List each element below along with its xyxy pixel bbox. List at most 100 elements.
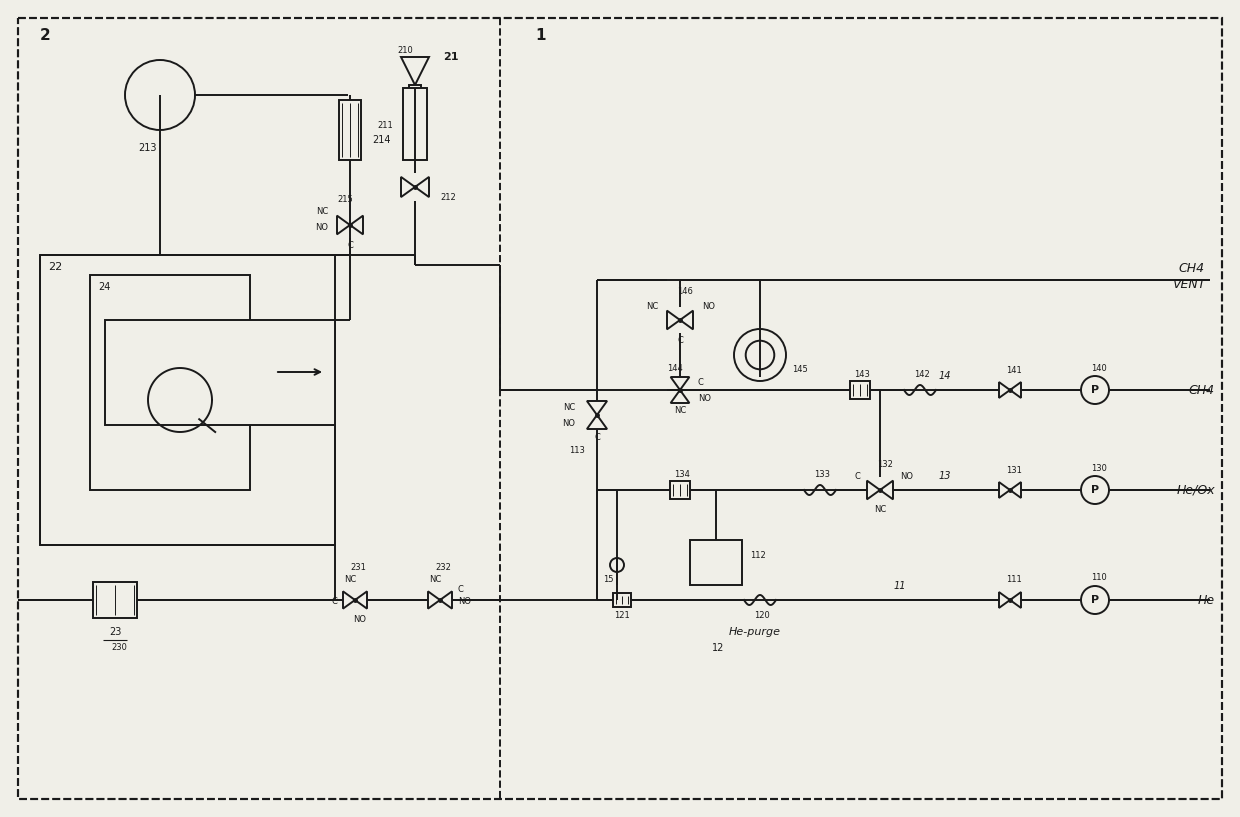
Text: 145: 145 <box>792 364 807 373</box>
Text: He: He <box>1198 593 1215 606</box>
Polygon shape <box>343 592 355 609</box>
Text: 143: 143 <box>854 369 870 378</box>
Text: 133: 133 <box>813 470 830 479</box>
Text: C: C <box>347 240 353 249</box>
Polygon shape <box>428 592 440 609</box>
Polygon shape <box>587 415 608 429</box>
Polygon shape <box>440 592 453 609</box>
Text: 121: 121 <box>614 611 630 620</box>
Text: 212: 212 <box>440 193 456 202</box>
Text: P: P <box>1091 595 1099 605</box>
Text: NO: NO <box>698 394 711 403</box>
Circle shape <box>125 60 195 130</box>
Circle shape <box>734 329 786 381</box>
Polygon shape <box>1011 482 1021 498</box>
Text: CH4: CH4 <box>1179 261 1205 275</box>
Polygon shape <box>415 177 429 197</box>
Text: 15: 15 <box>603 574 614 583</box>
Text: 132: 132 <box>877 459 893 468</box>
Bar <box>670 481 689 499</box>
Text: C: C <box>677 336 683 345</box>
Text: 14: 14 <box>939 371 951 381</box>
Text: He/Ox: He/Ox <box>1177 484 1215 497</box>
Text: NC: NC <box>646 301 658 310</box>
Text: NO: NO <box>702 301 715 310</box>
Text: 11: 11 <box>894 581 906 591</box>
Text: NO: NO <box>562 418 575 427</box>
Polygon shape <box>667 310 680 329</box>
Polygon shape <box>671 390 689 403</box>
Text: He-purge: He-purge <box>729 627 781 637</box>
Text: 144: 144 <box>667 364 683 373</box>
Bar <box>403 88 427 160</box>
Text: 111: 111 <box>1006 575 1022 584</box>
Bar <box>91 275 250 490</box>
Circle shape <box>1081 476 1109 504</box>
Text: 231: 231 <box>350 564 366 573</box>
Bar <box>339 100 361 160</box>
Circle shape <box>1081 586 1109 614</box>
Polygon shape <box>999 482 1011 498</box>
Text: 2: 2 <box>40 28 51 42</box>
Polygon shape <box>337 216 350 234</box>
Polygon shape <box>1011 382 1021 398</box>
Text: 140: 140 <box>1091 364 1107 373</box>
Text: 232: 232 <box>435 564 451 573</box>
Text: P: P <box>1091 485 1099 495</box>
Bar <box>689 540 742 585</box>
Text: 131: 131 <box>1006 466 1022 475</box>
Polygon shape <box>671 377 689 390</box>
Polygon shape <box>401 177 415 197</box>
Text: 110: 110 <box>1091 574 1107 583</box>
Text: NC: NC <box>316 207 329 216</box>
Text: 142: 142 <box>914 369 930 378</box>
Text: 13: 13 <box>939 471 951 481</box>
Bar <box>105 320 335 425</box>
Text: 1: 1 <box>534 28 546 42</box>
Bar <box>409 85 420 117</box>
Polygon shape <box>999 382 1011 398</box>
Text: NO: NO <box>900 471 913 480</box>
Bar <box>613 593 631 607</box>
Text: 230: 230 <box>112 644 126 653</box>
Text: 22: 22 <box>48 262 62 272</box>
Text: NO: NO <box>353 615 367 624</box>
Text: NC: NC <box>429 575 441 584</box>
Text: 23: 23 <box>109 627 122 637</box>
Text: 215: 215 <box>337 194 353 203</box>
Text: 211: 211 <box>377 120 393 130</box>
Polygon shape <box>880 480 893 499</box>
Text: 213: 213 <box>138 143 156 153</box>
Bar <box>849 381 870 399</box>
Text: NC: NC <box>343 575 356 584</box>
Circle shape <box>1081 376 1109 404</box>
Text: P: P <box>1091 385 1099 395</box>
Bar <box>93 582 136 618</box>
Polygon shape <box>587 401 608 415</box>
Polygon shape <box>867 480 880 499</box>
Text: 112: 112 <box>750 551 766 560</box>
Text: NO: NO <box>315 222 329 231</box>
Text: VENT: VENT <box>1172 279 1205 292</box>
Polygon shape <box>401 57 429 85</box>
Text: NC: NC <box>673 405 686 414</box>
Polygon shape <box>350 216 363 234</box>
Text: NC: NC <box>874 506 887 515</box>
Text: 113: 113 <box>569 445 585 454</box>
Polygon shape <box>1011 592 1021 608</box>
Circle shape <box>610 558 624 572</box>
Polygon shape <box>680 310 693 329</box>
Text: 120: 120 <box>754 611 770 620</box>
Text: NO: NO <box>458 597 471 606</box>
Text: 141: 141 <box>1006 365 1022 374</box>
Circle shape <box>745 341 774 369</box>
Text: C: C <box>854 471 861 480</box>
Text: 21: 21 <box>443 52 459 62</box>
Text: C: C <box>594 432 600 441</box>
Bar <box>40 255 335 545</box>
Text: CH4: CH4 <box>1189 383 1215 396</box>
Text: C: C <box>698 377 704 386</box>
Text: 146: 146 <box>677 288 693 297</box>
Text: C: C <box>331 597 337 606</box>
Text: 210: 210 <box>397 46 413 55</box>
